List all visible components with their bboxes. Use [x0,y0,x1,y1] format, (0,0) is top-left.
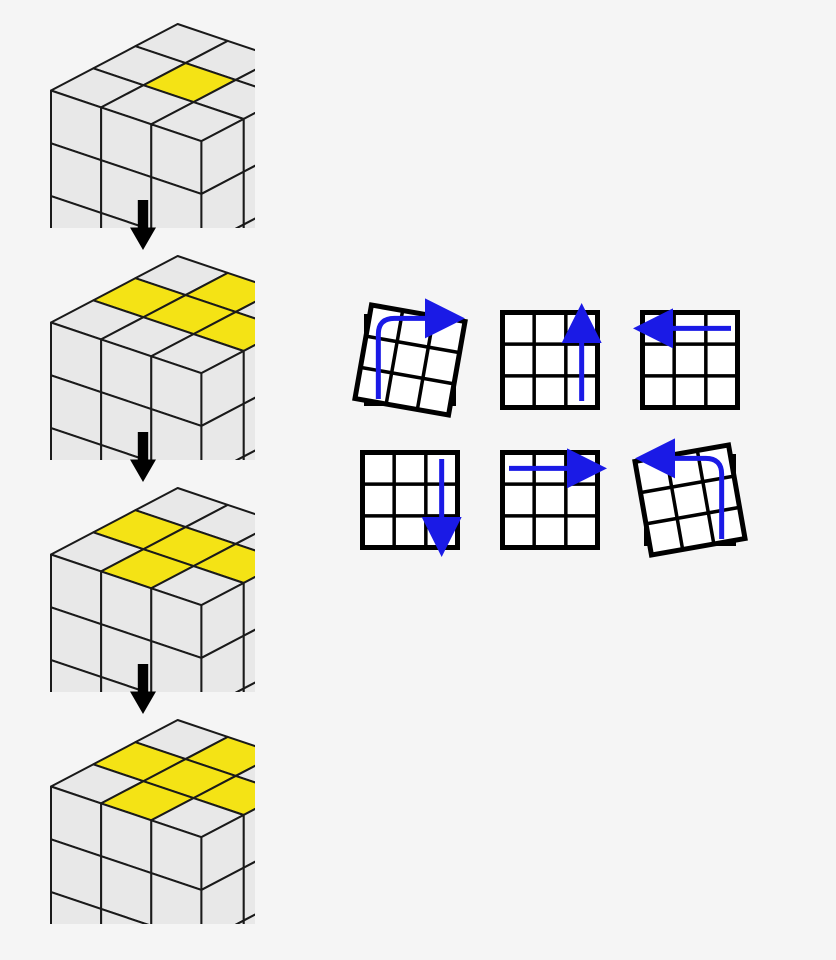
move-Rp [346,436,474,564]
step-arrow-3 [130,664,156,714]
cube-1 [45,18,255,228]
move-U [626,296,754,424]
move-F [346,296,474,424]
cube-4 [45,714,255,924]
move-R [486,296,614,424]
step-arrow-1 [130,200,156,250]
cube-3 [45,482,255,692]
cube-2 [45,250,255,460]
step-arrow-2 [130,432,156,482]
move-Fp [626,436,754,564]
diagram-canvas [0,0,836,960]
move-Up [486,436,614,564]
